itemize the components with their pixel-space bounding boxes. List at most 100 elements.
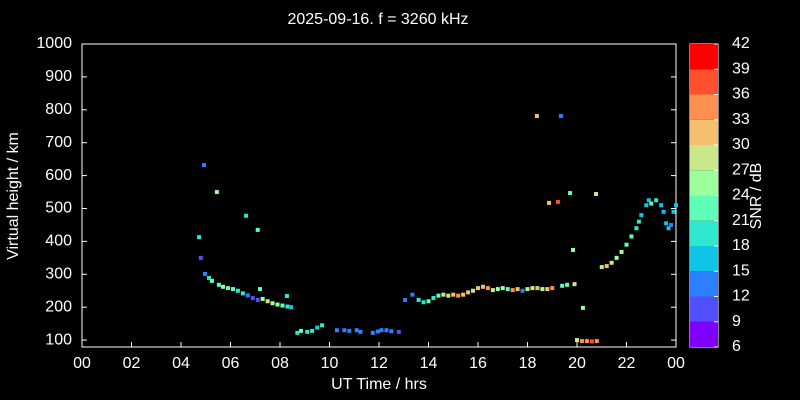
scatter-point <box>614 255 619 260</box>
scatter-point <box>540 287 545 292</box>
scatter-point <box>649 201 654 206</box>
scatter-point <box>515 287 520 292</box>
scatter-point <box>495 287 500 292</box>
x-tick-label: 06 <box>222 355 240 372</box>
scatter-point <box>535 286 540 291</box>
scatter-point <box>206 275 211 280</box>
scatter-point <box>257 287 262 292</box>
scatter-point <box>250 295 255 300</box>
colorbar-bin <box>690 145 718 171</box>
colorbar-tick-label: 24 <box>732 187 750 204</box>
scatter-point <box>599 265 604 270</box>
scatter-point <box>584 339 589 344</box>
scatter-point <box>289 305 294 310</box>
scatter-point <box>265 299 270 304</box>
x-tick-label: 00 <box>667 355 685 372</box>
scatter-point <box>285 304 290 309</box>
scatter-point <box>431 295 436 300</box>
scatter-point <box>446 293 451 298</box>
colorbar-tick-label: 15 <box>732 262 750 279</box>
colorbar-bin <box>690 220 718 246</box>
scatter-point <box>634 226 639 231</box>
scatter-point <box>358 329 363 334</box>
colorbar-tick-label: 6 <box>732 338 741 355</box>
scatter-point <box>550 286 555 291</box>
y-tick-label: 300 <box>45 266 72 283</box>
scatter-point <box>669 222 674 227</box>
scatter-point <box>510 288 515 293</box>
scatter-point <box>654 198 659 203</box>
colorbar-tick-label: 27 <box>732 161 750 178</box>
scatter-point <box>426 299 431 304</box>
scatter-point <box>530 286 535 291</box>
scatter-point <box>661 209 666 214</box>
colorbar-bin <box>690 170 718 196</box>
scatter-point <box>594 339 599 344</box>
colorbar-label: SNR / dB <box>748 163 765 230</box>
scatter-point <box>310 328 315 333</box>
scatter-point <box>639 213 644 218</box>
scatter-point <box>659 203 664 208</box>
scatter-point <box>485 286 490 291</box>
scatter-point <box>421 300 426 305</box>
scatter-point <box>451 292 456 297</box>
y-tick-label: 800 <box>45 101 72 118</box>
scatter-point <box>580 305 585 310</box>
scatter-point <box>646 198 651 203</box>
x-tick-label: 14 <box>420 355 438 372</box>
scatter-point <box>456 293 461 298</box>
scatter-point <box>203 271 208 276</box>
scatter-point <box>619 249 624 254</box>
scatter-point <box>560 283 565 288</box>
x-tick-label: 22 <box>618 355 636 372</box>
colorbar-bin <box>690 246 718 272</box>
scatter-point <box>558 114 563 119</box>
scatter-point <box>666 226 671 231</box>
scatter-point <box>216 282 221 287</box>
scatter-point <box>214 190 219 195</box>
scatter-point <box>575 338 579 343</box>
plot-frame <box>81 43 677 348</box>
scatter-point <box>354 328 359 333</box>
colorbar-tick-label: 12 <box>732 288 750 305</box>
colorbar-bin <box>690 296 718 322</box>
scatter-point <box>375 329 380 334</box>
scatter-point <box>609 260 614 265</box>
scatter-point <box>476 286 480 291</box>
scatter-point <box>410 292 415 297</box>
scatter-point <box>545 287 550 292</box>
colorbar-tick-label: 18 <box>732 237 750 254</box>
scatter-point <box>594 192 599 197</box>
y-tick-label: 100 <box>45 331 72 348</box>
scatter-point <box>674 203 678 208</box>
x-axis-label: UT Time / hrs <box>331 376 427 393</box>
colorbar-tick-label: 30 <box>732 136 750 153</box>
scatter-point <box>384 328 389 333</box>
scatter-point <box>461 292 466 297</box>
scatter-point <box>305 329 310 334</box>
scatter-point <box>198 255 203 260</box>
scatter-point <box>245 293 250 298</box>
scatter-point <box>244 213 249 218</box>
colorbar-bin <box>690 195 718 221</box>
scatter-point <box>197 235 202 240</box>
scatter-point <box>221 284 226 289</box>
colorbar-tick-label: 39 <box>732 60 750 77</box>
scatter-point <box>644 203 649 208</box>
y-axis-label: Virtual height / km <box>5 132 22 260</box>
x-tick-label: 12 <box>370 355 388 372</box>
scatter-point <box>342 328 347 333</box>
scatter-point <box>636 219 641 224</box>
x-tick-label: 10 <box>321 355 339 372</box>
colorbar-bin <box>690 44 718 70</box>
scatter-point <box>280 303 285 308</box>
scatter-point <box>547 200 552 205</box>
scatter-point <box>441 292 446 297</box>
scatter-point <box>629 234 634 239</box>
scatter-point <box>396 329 401 334</box>
colorbar-tick-label: 33 <box>732 111 750 128</box>
scatter-point <box>471 288 476 293</box>
x-tick-label: 16 <box>469 355 487 372</box>
y-tick-label: 400 <box>45 233 72 250</box>
